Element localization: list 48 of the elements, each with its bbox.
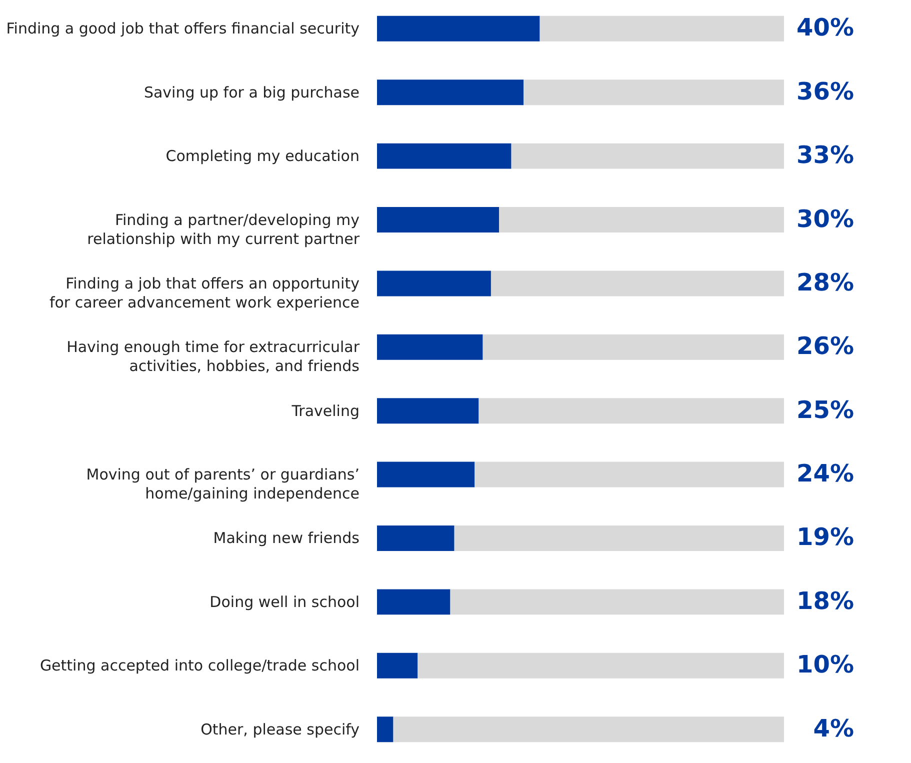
bar	[450, 589, 784, 615]
y-tick-label: Making new friends	[213, 529, 360, 548]
y-tick-label: Other, please specify	[200, 720, 360, 738]
bar	[377, 462, 475, 488]
bar	[377, 716, 394, 742]
data-label: 36%	[796, 77, 854, 106]
bar	[377, 16, 540, 42]
y-tick-label: Doing well in school	[210, 592, 360, 611]
data-label: 40%	[796, 14, 854, 42]
bar	[511, 143, 784, 169]
data-label: 24%	[796, 460, 854, 488]
bar	[377, 589, 450, 615]
data-label: 30%	[796, 204, 854, 233]
y-tick-label: Getting accepted into college/trade school	[40, 656, 360, 675]
bar	[499, 207, 784, 232]
bar	[524, 80, 784, 106]
bar	[377, 526, 454, 551]
y-tick-label: Finding a job that offers an opportunity for career advancement work experience	[49, 274, 360, 312]
bar	[377, 334, 483, 360]
data-label: 18%	[796, 586, 854, 615]
y-tick-label: Having enough time for extracurricular activities, hobbies, and friends	[66, 338, 360, 376]
y-tick-label: Finding a good job that offers financial security	[6, 20, 360, 38]
bar	[377, 398, 479, 424]
bar	[393, 716, 784, 742]
bar	[418, 652, 784, 678]
data-label: 19%	[796, 523, 854, 552]
bar	[377, 143, 512, 169]
bar	[454, 526, 784, 551]
data-label: 25%	[796, 396, 854, 424]
bar	[377, 270, 491, 296]
y-tick-label: Saving up for a big purchase	[144, 83, 360, 102]
data-label: 4%	[813, 714, 854, 742]
bar	[474, 462, 784, 488]
bar	[478, 398, 784, 424]
y-tick-label: Traveling	[290, 402, 360, 420]
bar	[377, 80, 524, 106]
bar	[377, 652, 418, 678]
bar	[482, 334, 784, 360]
bar	[377, 207, 500, 232]
y-tick-label: Moving out of parents’ or guardians’ home/gaining independence	[86, 466, 360, 503]
y-tick-label: Completing my education	[166, 147, 360, 166]
y-tick-label: Finding a partner/developing my relationship with my current partner	[87, 210, 360, 248]
data-label: 33%	[796, 141, 854, 170]
bar	[540, 16, 784, 42]
data-label: 28%	[796, 268, 854, 296]
data-label: 10%	[796, 650, 854, 679]
bar	[490, 270, 784, 296]
data-label: 26%	[796, 332, 854, 360]
